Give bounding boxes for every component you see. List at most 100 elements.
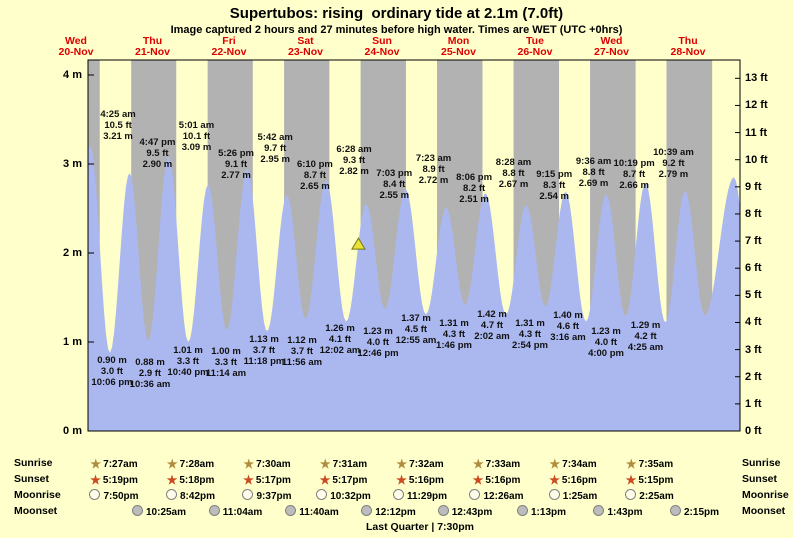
y-axis-label-ft: 0 ft — [745, 425, 762, 437]
high-tide-label: 9:15 pm 8.3 ft 2.54 m — [536, 168, 573, 202]
sunset-time: ★ 5:16pm — [396, 473, 444, 487]
sunset-row-label-left: Sunset — [14, 473, 50, 485]
low-tide-label: 1.23 m 4.0 ft 4:00 pm — [588, 325, 624, 359]
day-label-24-Nov: Sun 24-Nov — [364, 35, 400, 58]
y-axis-label-m: 3 m — [63, 158, 82, 170]
sunrise-time: ★ 7:32am — [396, 457, 444, 471]
moonset-icon — [593, 505, 605, 516]
sunrise-icon: ★ — [472, 457, 484, 471]
sunset-time: ★ 5:19pm — [90, 473, 138, 487]
sunrise-time: ★ 7:27am — [90, 457, 138, 471]
low-tide-label: 1.31 m 4.3 ft 1:46 pm — [436, 318, 472, 352]
high-tide-label: 8:28 am 8.8 ft 2.67 m — [495, 157, 532, 191]
y-axis-label-ft: 5 ft — [745, 289, 762, 302]
high-tide-label: 5:42 am 9.7 ft 2.95 m — [257, 132, 293, 166]
sunrise-time: ★ 7:30am — [243, 457, 291, 471]
moonset-time: 1:43pm — [580, 505, 656, 518]
high-tide-label: 7:03 pm 8.4 ft 2.55 m — [376, 168, 413, 202]
sunset-icon: ★ — [625, 473, 637, 487]
sunset-time: ★ 5:16pm — [472, 473, 521, 487]
day-label-21-Nov: Thu 21-Nov — [134, 35, 170, 58]
moonset-time: 11:40am — [274, 505, 350, 518]
moon-phase-label: Last Quarter | 7:30pm — [366, 521, 474, 533]
day-label-28-Nov: Thu 28-Nov — [670, 35, 706, 58]
sunset-time: ★ 5:17pm — [319, 473, 368, 487]
y-axis-label-ft: 13 ft — [745, 72, 768, 85]
moonset-icon — [208, 505, 220, 516]
high-tide-label: 7:23 am 8.9 ft 2.72 m — [415, 152, 452, 186]
y-axis-label-m: 2 m — [63, 247, 82, 259]
y-axis-label-ft: 11 ft — [745, 126, 768, 139]
moonset-time: 11:04am — [198, 505, 274, 518]
low-tide-label: 1.37 m 4.5 ft 12:55 am — [395, 313, 437, 347]
tide-area — [88, 145, 740, 432]
chart-subtitle: Image captured 2 hours and 27 minutes be… — [170, 24, 623, 36]
low-tide-label: 1.23 m 4.0 ft 12:46 pm — [357, 325, 399, 359]
high-tide-label: 9:36 am 8.8 ft 2.69 m — [575, 155, 612, 189]
moonrise-icon — [625, 489, 637, 500]
moonrise-time: 12:26am — [459, 489, 535, 502]
sunset-icon: ★ — [166, 473, 178, 487]
moonrise-time: 9:37pm — [229, 489, 305, 502]
y-axis-label-ft: 2 ft — [745, 370, 762, 383]
y-axis-label-ft: 4 ft — [745, 316, 762, 329]
sunset-time: ★ 5:16pm — [549, 473, 597, 487]
moonrise-icon — [242, 489, 254, 500]
plot-frame — [87, 59, 741, 432]
moonrise-time: 2:25am — [612, 489, 688, 502]
y-axis-label-ft: 1 ft — [745, 397, 762, 410]
sunset-time: ★ 5:17pm — [243, 473, 291, 487]
moonrise-icon — [469, 489, 481, 500]
high-tide-label: 5:01 am 10.1 ft 3.09 m — [178, 119, 215, 153]
moonset-row-label-right: Moonset — [742, 505, 786, 517]
sunset-icon: ★ — [90, 473, 101, 487]
high-tide-label: 6:10 pm 8.7 ft 2.65 m — [296, 159, 333, 193]
moonset-time: 12:12pm — [351, 505, 427, 518]
moonrise-icon — [548, 489, 560, 500]
sunrise-icon: ★ — [319, 457, 331, 471]
low-tide-label: 1.01 m 3.3 ft 10:40 pm — [167, 345, 209, 379]
moonset-icon — [516, 505, 528, 516]
sunset-icon: ★ — [319, 473, 331, 487]
sunset-icon: ★ — [243, 473, 254, 487]
y-axis-label-ft: 10 ft — [745, 153, 768, 166]
day-label-26-Nov: Tue 26-Nov — [517, 35, 553, 58]
y-axis-label-ft: 3 ft — [745, 343, 762, 356]
low-tide-label: 0.88 m 2.9 ft 10:36 am — [129, 356, 171, 390]
moonrise-icon — [165, 489, 177, 500]
sunrise-time: ★ 7:31am — [319, 457, 368, 471]
sunrise-icon: ★ — [625, 457, 637, 471]
low-tide-label: 1.42 m 4.7 ft 2:02 am — [474, 308, 510, 342]
day-label-25-Nov: Mon 25-Nov — [440, 35, 476, 58]
moonrise-time: 10:32pm — [306, 489, 382, 502]
sunset-time: ★ 5:18pm — [166, 473, 215, 487]
moonset-icon — [669, 505, 681, 516]
moonset-row-label-left: Moonset — [14, 505, 58, 517]
low-tide-label: 1.40 m 4.6 ft 3:16 am — [550, 310, 586, 344]
moonset-icon — [437, 505, 449, 516]
high-tide-label: 4:25 am 10.5 ft 3.21 m — [100, 109, 136, 143]
moonset-time: 1:13pm — [504, 505, 580, 518]
high-tide-label: 10:19 pm 8.7 ft 2.66 m — [613, 158, 655, 192]
moonset-time: 2:15pm — [657, 505, 733, 518]
moonset-icon — [361, 505, 373, 516]
moonrise-time: 1:25am — [535, 489, 611, 502]
low-tide-label: 1.26 m 4.1 ft 12:02 am — [319, 322, 361, 356]
day-label-27-Nov: Wed 27-Nov — [593, 35, 629, 58]
y-axis-label-ft: 12 ft — [745, 99, 768, 112]
sunset-icon: ★ — [549, 473, 560, 487]
high-tide-label: 4:47 pm 9.5 ft 2.90 m — [139, 136, 176, 170]
sunrise-time: ★ 7:35am — [625, 457, 674, 471]
low-tide-label: 1.12 m 3.7 ft 11:56 am — [281, 335, 323, 369]
y-axis-label-ft: 8 ft — [745, 207, 762, 220]
sunrise-row-label-left: Sunrise — [14, 457, 53, 469]
sunset-time: ★ 5:15pm — [625, 473, 674, 487]
chart-title: Supertubos: rising ordinary tide at 2.1m… — [229, 5, 564, 22]
sunrise-row-label-right: Sunrise — [742, 457, 781, 469]
sunrise-icon: ★ — [90, 457, 102, 471]
sunrise-time: ★ 7:28am — [166, 457, 215, 471]
